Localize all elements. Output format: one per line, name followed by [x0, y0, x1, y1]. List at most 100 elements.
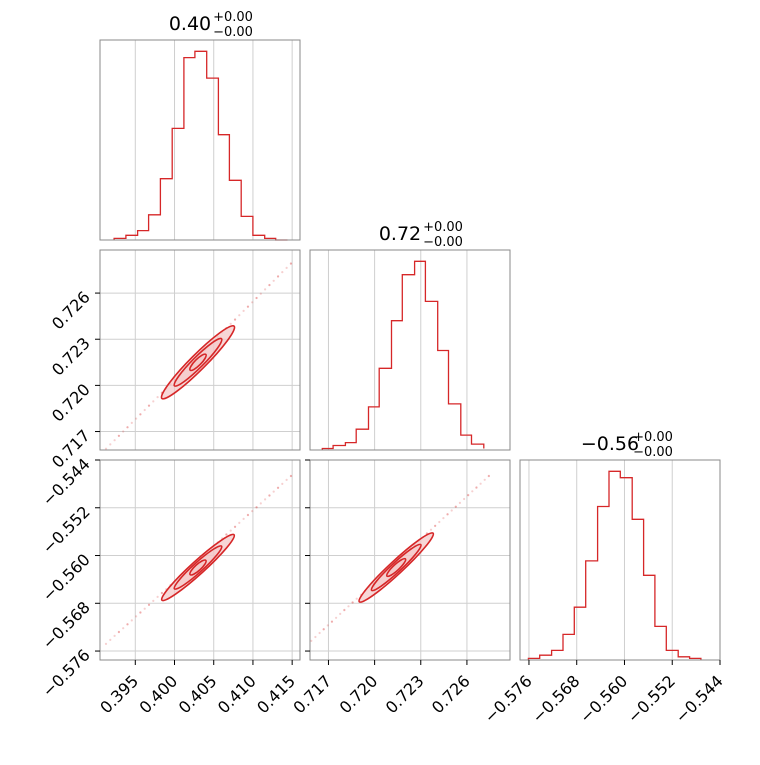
sample-point: [335, 616, 338, 619]
y-tick-label: 0.726: [48, 287, 94, 333]
sample-point: [139, 413, 142, 416]
sample-point: [272, 279, 275, 282]
param-title-minus-0: −0.00: [213, 25, 253, 40]
contour-0.1: [385, 557, 407, 578]
sample-point: [438, 520, 441, 524]
sample-point: [109, 638, 112, 642]
x-tick-label: −0.552: [624, 671, 679, 726]
sample-point: [126, 426, 129, 429]
y-tick-label: 0.720: [48, 380, 94, 426]
sample-point: [264, 288, 267, 291]
sample-point: [143, 607, 146, 610]
sample-point: [229, 529, 232, 532]
histogram-panel-2: −0.56+0.00−0.00: [519, 430, 721, 661]
sample-point: [229, 322, 232, 325]
contour-0.1: [189, 353, 207, 372]
param-title-value-2: −0.56: [581, 433, 639, 455]
sample-point: [454, 505, 457, 508]
sample-point: [318, 631, 321, 635]
sample-point: [242, 517, 245, 521]
sample-point: [330, 620, 333, 623]
x-tick-label: 0.395: [96, 671, 142, 717]
panel-frame: [99, 459, 301, 661]
sample-point: [122, 627, 125, 630]
panel-frame-0: [99, 39, 301, 241]
sample-point: [314, 635, 317, 639]
sample-point: [122, 430, 125, 433]
sample-point: [347, 605, 350, 608]
x-tick-label: 0.410: [214, 671, 260, 717]
sample-point: [113, 634, 116, 638]
sample-point: [277, 275, 280, 278]
sample-point: [238, 521, 241, 525]
sample-point: [104, 642, 108, 646]
sample-point: [475, 486, 478, 489]
sample-point: [268, 284, 271, 287]
sample-point: [326, 624, 329, 627]
sample-point: [467, 493, 470, 497]
sample-point: [343, 608, 346, 612]
sample-point: [276, 275, 280, 278]
sample-point: [446, 513, 449, 516]
histogram-steps-2: [527, 470, 702, 660]
x-tick-label: 0.415: [253, 671, 299, 717]
y-tick-label: 0.723: [48, 334, 94, 380]
sample-point: [225, 533, 228, 536]
x-tick-label: 0.717: [289, 671, 335, 717]
param-title-1: 0.72: [379, 223, 421, 245]
sample-point: [126, 623, 129, 626]
sample-point: [255, 506, 258, 509]
param-title-minus-2: −0.00: [633, 445, 673, 460]
x-tick-label: −0.576: [480, 671, 535, 726]
sample-point: [242, 309, 245, 312]
sample-point: [156, 595, 159, 599]
sample-point: [434, 524, 437, 527]
sample-point: [117, 434, 120, 437]
sample-point: [467, 494, 470, 497]
param-title-minus-1: −0.00: [423, 235, 463, 250]
sample-point: [339, 612, 342, 616]
sample-point: [487, 474, 490, 477]
sample-point: [130, 619, 133, 622]
sample-point: [259, 292, 262, 295]
contour-0.1: [189, 559, 207, 576]
x-tick-label: −0.568: [528, 671, 583, 726]
param-title-plus-0: +0.00: [213, 10, 253, 25]
sample-point: [104, 447, 108, 450]
sample-point: [446, 513, 449, 516]
sample-point: [429, 528, 433, 531]
sample-point: [135, 615, 138, 618]
sample-point: [139, 413, 142, 416]
sample-point: [289, 262, 292, 265]
sample-point: [126, 426, 129, 429]
histogram-panel-0: 0.40 +0.00−0.00: [99, 10, 301, 241]
sample-point: [454, 505, 457, 508]
param-title-0: 0.40: [169, 13, 211, 35]
sample-point: [233, 525, 237, 528]
sample-point: [322, 628, 325, 631]
sample-point: [147, 404, 151, 407]
sample-point: [117, 630, 120, 634]
y-tick-label: −0.552: [39, 502, 94, 557]
sample-point: [113, 439, 116, 442]
sample-point: [259, 502, 262, 505]
sample-point: [289, 262, 293, 265]
sample-point: [463, 497, 466, 501]
sample-point: [147, 603, 151, 606]
sample-point: [139, 611, 142, 614]
sample-point: [255, 506, 258, 509]
panel-frame-1: [309, 249, 511, 451]
x-tick-label: 0.726: [428, 671, 474, 717]
sample-point: [234, 525, 237, 529]
sample-point: [458, 501, 461, 504]
sample-point: [351, 601, 354, 604]
sample-point: [130, 421, 133, 424]
sample-point: [139, 611, 142, 614]
sample-point: [234, 318, 237, 321]
sample-point: [160, 591, 163, 595]
y-tick-label: −0.560: [39, 550, 94, 605]
sample-point: [147, 603, 151, 607]
histogram-panel-1: 0.72 +0.00−0.00: [309, 220, 511, 451]
x-tick-label: 0.720: [336, 671, 382, 717]
